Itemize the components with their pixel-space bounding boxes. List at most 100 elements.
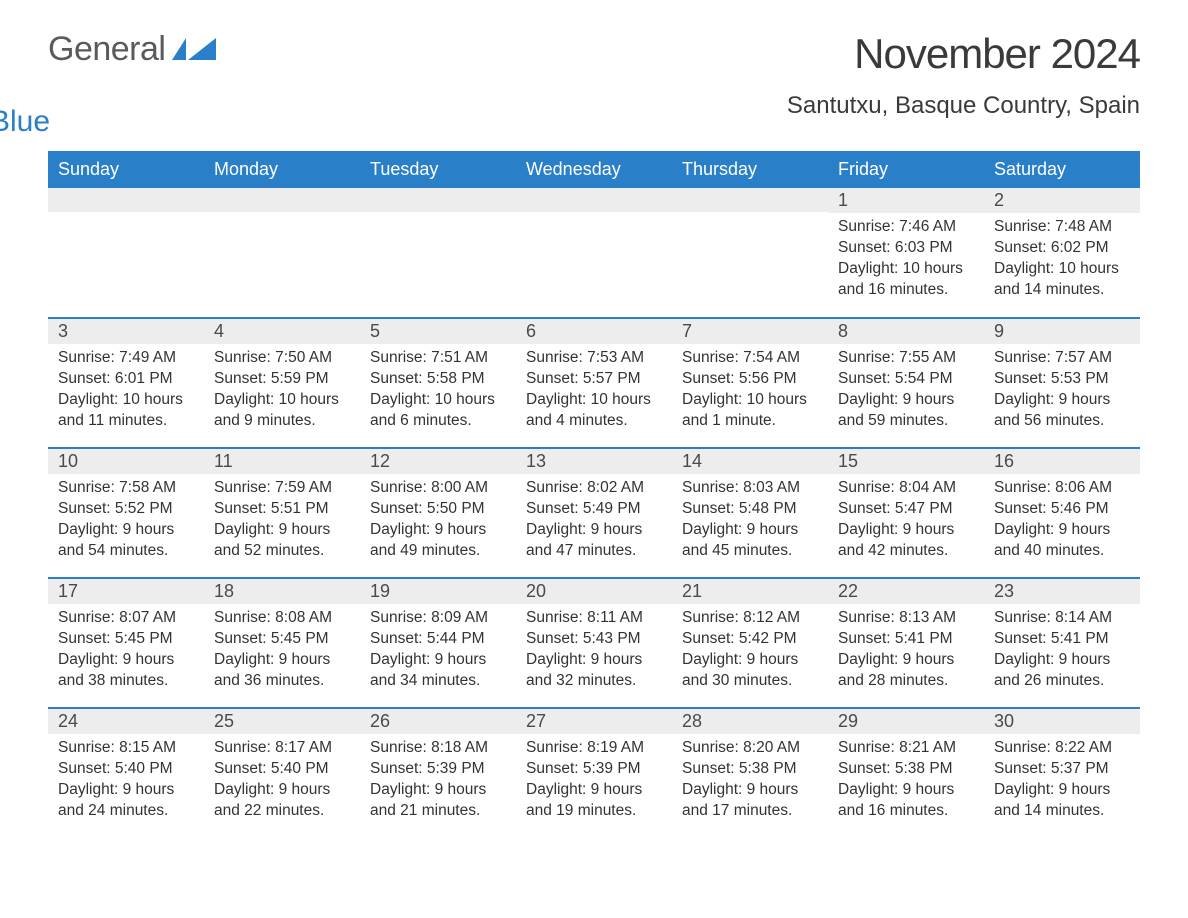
calendar-day-cell: 21Sunrise: 8:12 AMSunset: 5:42 PMDayligh… — [672, 578, 828, 708]
day-details: Sunrise: 7:55 AMSunset: 5:54 PMDaylight:… — [828, 344, 984, 440]
daylight-line: Daylight: 9 hours and 49 minutes. — [370, 520, 506, 562]
sunset-line: Sunset: 5:46 PM — [994, 499, 1130, 520]
day-number: 10 — [48, 449, 204, 474]
calendar-empty-cell — [360, 188, 516, 318]
daylight-line: Daylight: 9 hours and 30 minutes. — [682, 650, 818, 692]
daylight-line: Daylight: 9 hours and 45 minutes. — [682, 520, 818, 562]
day-number: 22 — [828, 579, 984, 604]
sunset-line: Sunset: 5:44 PM — [370, 629, 506, 650]
calendar-day-cell: 20Sunrise: 8:11 AMSunset: 5:43 PMDayligh… — [516, 578, 672, 708]
day-details: Sunrise: 8:00 AMSunset: 5:50 PMDaylight:… — [360, 474, 516, 570]
day-details: Sunrise: 7:51 AMSunset: 5:58 PMDaylight:… — [360, 344, 516, 440]
sunset-line: Sunset: 5:57 PM — [526, 369, 662, 390]
day-number: 8 — [828, 319, 984, 344]
sunset-line: Sunset: 5:43 PM — [526, 629, 662, 650]
sunrise-line: Sunrise: 8:03 AM — [682, 478, 818, 499]
logo-stack: General Blue — [48, 30, 216, 139]
calendar-table: SundayMondayTuesdayWednesdayThursdayFrid… — [48, 151, 1140, 838]
day-number: 11 — [204, 449, 360, 474]
sunrise-line: Sunrise: 8:06 AM — [994, 478, 1130, 499]
calendar-day-cell: 30Sunrise: 8:22 AMSunset: 5:37 PMDayligh… — [984, 708, 1140, 838]
calendar-day-cell: 24Sunrise: 8:15 AMSunset: 5:40 PMDayligh… — [48, 708, 204, 838]
calendar-day-cell: 11Sunrise: 7:59 AMSunset: 5:51 PMDayligh… — [204, 448, 360, 578]
day-details: Sunrise: 8:07 AMSunset: 5:45 PMDaylight:… — [48, 604, 204, 700]
daylight-line: Daylight: 10 hours and 16 minutes. — [838, 259, 974, 301]
sunrise-line: Sunrise: 8:11 AM — [526, 608, 662, 629]
day-details: Sunrise: 8:19 AMSunset: 5:39 PMDaylight:… — [516, 734, 672, 830]
sunset-line: Sunset: 5:41 PM — [838, 629, 974, 650]
daylight-line: Daylight: 9 hours and 32 minutes. — [526, 650, 662, 692]
calendar-day-cell: 9Sunrise: 7:57 AMSunset: 5:53 PMDaylight… — [984, 318, 1140, 448]
sunrise-line: Sunrise: 8:21 AM — [838, 738, 974, 759]
sunrise-line: Sunrise: 8:15 AM — [58, 738, 194, 759]
sunset-line: Sunset: 5:47 PM — [838, 499, 974, 520]
calendar-empty-cell — [48, 188, 204, 318]
calendar-day-cell: 23Sunrise: 8:14 AMSunset: 5:41 PMDayligh… — [984, 578, 1140, 708]
calendar-empty-cell — [204, 188, 360, 318]
daylight-line: Daylight: 9 hours and 26 minutes. — [994, 650, 1130, 692]
sunrise-line: Sunrise: 8:19 AM — [526, 738, 662, 759]
day-number: 25 — [204, 709, 360, 734]
sunset-line: Sunset: 5:40 PM — [58, 759, 194, 780]
sunrise-line: Sunrise: 8:13 AM — [838, 608, 974, 629]
daylight-line: Daylight: 9 hours and 42 minutes. — [838, 520, 974, 562]
day-number: 23 — [984, 579, 1140, 604]
day-details: Sunrise: 8:17 AMSunset: 5:40 PMDaylight:… — [204, 734, 360, 830]
page-title: November 2024 — [787, 30, 1140, 78]
daylight-line: Daylight: 10 hours and 11 minutes. — [58, 390, 194, 432]
calendar-week-row: 24Sunrise: 8:15 AMSunset: 5:40 PMDayligh… — [48, 708, 1140, 838]
daylight-line: Daylight: 9 hours and 22 minutes. — [214, 780, 350, 822]
calendar-day-cell: 3Sunrise: 7:49 AMSunset: 6:01 PMDaylight… — [48, 318, 204, 448]
calendar-week-row: 1Sunrise: 7:46 AMSunset: 6:03 PMDaylight… — [48, 188, 1140, 318]
sunrise-line: Sunrise: 7:51 AM — [370, 348, 506, 369]
day-number: 26 — [360, 709, 516, 734]
daylight-line: Daylight: 9 hours and 56 minutes. — [994, 390, 1130, 432]
calendar-day-cell: 16Sunrise: 8:06 AMSunset: 5:46 PMDayligh… — [984, 448, 1140, 578]
sunset-line: Sunset: 5:56 PM — [682, 369, 818, 390]
sunset-line: Sunset: 5:39 PM — [526, 759, 662, 780]
sunrise-line: Sunrise: 7:46 AM — [838, 217, 974, 238]
sunset-line: Sunset: 5:42 PM — [682, 629, 818, 650]
sunrise-line: Sunrise: 7:55 AM — [838, 348, 974, 369]
daylight-line: Daylight: 9 hours and 14 minutes. — [994, 780, 1130, 822]
sunset-line: Sunset: 5:38 PM — [838, 759, 974, 780]
location-subtitle: Santutxu, Basque Country, Spain — [787, 92, 1140, 120]
sunrise-line: Sunrise: 8:17 AM — [214, 738, 350, 759]
sunset-line: Sunset: 5:54 PM — [838, 369, 974, 390]
calendar-day-cell: 18Sunrise: 8:08 AMSunset: 5:45 PMDayligh… — [204, 578, 360, 708]
sunset-line: Sunset: 5:59 PM — [214, 369, 350, 390]
flag-icon — [172, 38, 216, 65]
sunrise-line: Sunrise: 7:50 AM — [214, 348, 350, 369]
day-details: Sunrise: 7:50 AMSunset: 5:59 PMDaylight:… — [204, 344, 360, 440]
calendar-day-cell: 5Sunrise: 7:51 AMSunset: 5:58 PMDaylight… — [360, 318, 516, 448]
header: General Blue November 2024 Santutxu, Bas… — [48, 30, 1140, 139]
logo-sub-text: Blue — [0, 105, 50, 139]
day-details: Sunrise: 8:21 AMSunset: 5:38 PMDaylight:… — [828, 734, 984, 830]
day-details: Sunrise: 8:18 AMSunset: 5:39 PMDaylight:… — [360, 734, 516, 830]
day-number: 30 — [984, 709, 1140, 734]
weekday-header: Monday — [204, 151, 360, 188]
sunset-line: Sunset: 6:02 PM — [994, 238, 1130, 259]
daylight-line: Daylight: 10 hours and 14 minutes. — [994, 259, 1130, 301]
weekday-header: Friday — [828, 151, 984, 188]
daylight-line: Daylight: 9 hours and 47 minutes. — [526, 520, 662, 562]
calendar-day-cell: 29Sunrise: 8:21 AMSunset: 5:38 PMDayligh… — [828, 708, 984, 838]
sunrise-line: Sunrise: 8:22 AM — [994, 738, 1130, 759]
sunset-line: Sunset: 5:53 PM — [994, 369, 1130, 390]
daylight-line: Daylight: 9 hours and 28 minutes. — [838, 650, 974, 692]
empty-daynum-fill — [360, 188, 516, 212]
empty-daynum-fill — [204, 188, 360, 212]
sunset-line: Sunset: 5:38 PM — [682, 759, 818, 780]
day-number: 2 — [984, 188, 1140, 213]
calendar-week-row: 10Sunrise: 7:58 AMSunset: 5:52 PMDayligh… — [48, 448, 1140, 578]
sunrise-line: Sunrise: 8:14 AM — [994, 608, 1130, 629]
sunrise-line: Sunrise: 7:58 AM — [58, 478, 194, 499]
daylight-line: Daylight: 9 hours and 59 minutes. — [838, 390, 974, 432]
calendar-day-cell: 28Sunrise: 8:20 AMSunset: 5:38 PMDayligh… — [672, 708, 828, 838]
day-details: Sunrise: 7:58 AMSunset: 5:52 PMDaylight:… — [48, 474, 204, 570]
logo: General Blue — [48, 30, 216, 139]
day-details: Sunrise: 7:54 AMSunset: 5:56 PMDaylight:… — [672, 344, 828, 440]
sunrise-line: Sunrise: 8:02 AM — [526, 478, 662, 499]
weekday-header: Tuesday — [360, 151, 516, 188]
sunset-line: Sunset: 6:01 PM — [58, 369, 194, 390]
